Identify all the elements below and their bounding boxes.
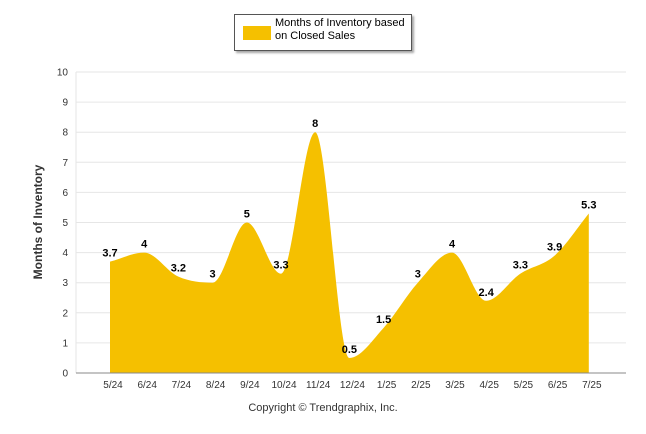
data-labels: 3.7 4 3.2 3 5 3.3 8 0.5 1.5 3 4 2.4 3.3 3.9 5.3 bbox=[102, 118, 596, 356]
data-label: 3.2 bbox=[171, 263, 186, 275]
y-tick-label: 10 bbox=[57, 68, 69, 79]
x-tick-label: 8/24 bbox=[206, 380, 226, 391]
data-label: 5.3 bbox=[581, 199, 596, 211]
x-tick-label: 9/24 bbox=[240, 380, 260, 391]
y-tick-label: 6 bbox=[62, 188, 68, 199]
axes bbox=[75, 72, 626, 374]
x-tick-label: 6/25 bbox=[548, 380, 568, 391]
series-area-path bbox=[110, 132, 589, 373]
data-label: 3 bbox=[210, 269, 216, 281]
x-tick-label: 5/24 bbox=[103, 380, 123, 391]
y-tick-label: 4 bbox=[62, 248, 68, 259]
y-tick-label: 9 bbox=[62, 98, 68, 109]
data-label: 4 bbox=[141, 239, 148, 251]
x-tick-labels: 5/24 6/24 7/24 8/24 9/24 10/24 11/24 12/24 1/25 2… bbox=[103, 380, 602, 391]
x-tick-label: 11/24 bbox=[306, 380, 331, 391]
y-tick-label: 7 bbox=[62, 158, 68, 169]
copyright-text: Copyright © Trendgraphix, Inc. bbox=[248, 402, 398, 414]
y-tick-label: 3 bbox=[62, 278, 68, 289]
x-tick-label: 1/25 bbox=[377, 380, 397, 391]
data-label: 2.4 bbox=[479, 287, 495, 299]
x-tick-label: 10/24 bbox=[271, 380, 296, 391]
legend-label: Months of Inventory based on Closed Sale… bbox=[275, 17, 405, 42]
legend[interactable]: Months of Inventory based on Closed Sale… bbox=[234, 14, 412, 51]
x-tick-label: 12/24 bbox=[340, 380, 365, 391]
data-label: 3.3 bbox=[513, 260, 528, 272]
data-label: 3.7 bbox=[102, 248, 117, 260]
y-tick-label: 2 bbox=[62, 308, 68, 319]
legend-swatch bbox=[243, 26, 271, 40]
x-tick-label: 6/24 bbox=[137, 380, 157, 391]
y-tick-labels: 0 1 2 3 4 5 6 7 8 9 10 bbox=[57, 68, 69, 380]
data-label: 3 bbox=[415, 269, 421, 281]
x-tick-label: 3/25 bbox=[445, 380, 465, 391]
data-label: 3.3 bbox=[273, 260, 288, 272]
y-tick-label: 8 bbox=[62, 128, 68, 139]
data-label: 3.9 bbox=[547, 242, 562, 254]
x-tick-label: 4/25 bbox=[479, 380, 499, 391]
x-tick-label: 2/25 bbox=[411, 380, 431, 391]
x-tick-label: 7/25 bbox=[582, 380, 602, 391]
data-label: 1.5 bbox=[376, 314, 391, 326]
y-tick-label: 5 bbox=[62, 218, 68, 229]
series-area bbox=[110, 132, 589, 373]
y-tick-label: 1 bbox=[62, 338, 68, 349]
data-label: 4 bbox=[449, 239, 456, 251]
x-tick-label: 7/24 bbox=[172, 380, 192, 391]
y-axis-label: Months of Inventory bbox=[31, 164, 45, 280]
data-label: 0.5 bbox=[342, 344, 357, 356]
data-label: 5 bbox=[244, 209, 250, 221]
x-tick-label: 5/25 bbox=[514, 380, 534, 391]
data-label: 8 bbox=[312, 118, 318, 130]
y-tick-label: 0 bbox=[62, 369, 68, 380]
